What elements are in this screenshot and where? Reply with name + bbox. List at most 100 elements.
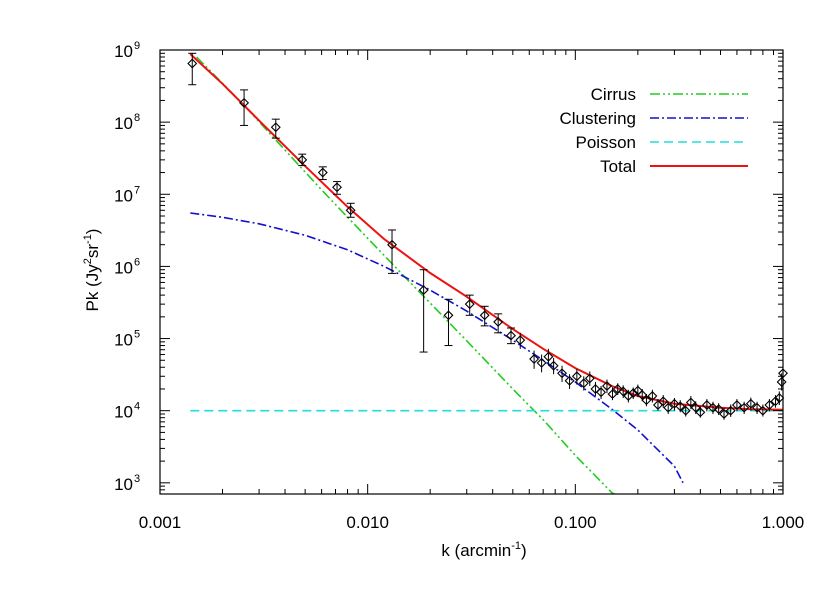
data-point [418, 269, 429, 353]
data-point [332, 181, 343, 195]
data-point [739, 401, 750, 414]
data-point [774, 391, 785, 405]
diamond-marker [479, 310, 490, 321]
data-point [601, 379, 612, 394]
data-point [479, 305, 490, 327]
plot-frame [159, 49, 784, 495]
data-point [690, 401, 701, 414]
data-point [680, 404, 691, 417]
data-point [239, 89, 250, 126]
diamond-marker [764, 399, 775, 410]
data-point [443, 298, 454, 347]
data-point [515, 332, 526, 349]
data-point [675, 400, 686, 413]
diamond-marker [641, 395, 652, 406]
x-tick-labels: 0.001 0.010 0.100 1.000 [139, 513, 805, 532]
x-tick-label: 0.010 [346, 513, 389, 532]
diamond-marker [637, 390, 648, 400]
diamond-marker [584, 373, 595, 384]
data-point [607, 387, 618, 401]
diamond-marker [557, 368, 568, 379]
diamond-marker [297, 154, 308, 165]
data-point [719, 407, 730, 420]
diamond-marker [690, 402, 701, 413]
y-tick-exponent: 4 [134, 401, 140, 413]
y-tick-exponent: 8 [134, 112, 140, 124]
y-tick-exponent: 7 [134, 184, 140, 196]
y-tick-label: 10 [114, 403, 133, 422]
diamond-marker [695, 407, 706, 418]
diamond-marker [607, 389, 618, 400]
y-tick-exponent: 9 [134, 40, 140, 52]
diamond-marker [701, 399, 712, 410]
diamond-marker [506, 330, 516, 341]
data-point [713, 403, 724, 416]
y-tick-exponent: 6 [134, 256, 140, 268]
diamond-marker [669, 398, 680, 409]
data-point [647, 389, 658, 403]
diamond-marker [564, 375, 575, 386]
diamond-marker [731, 399, 742, 410]
diamond-marker [675, 401, 686, 412]
data-point [345, 202, 356, 218]
data-point [701, 399, 712, 412]
data-point [612, 383, 623, 395]
data-point [548, 357, 559, 375]
diamond-marker [332, 182, 343, 193]
data-point [270, 118, 281, 139]
diamond-marker [443, 310, 454, 321]
diamond-marker [317, 167, 328, 178]
data-point [578, 376, 589, 391]
diamond-marker [515, 335, 526, 346]
diamond-marker [713, 404, 724, 415]
data-point [387, 229, 397, 274]
data-point [658, 394, 669, 408]
diamond-marker [578, 378, 589, 389]
data-point [669, 397, 680, 411]
diamond-marker [776, 377, 787, 387]
data-point [685, 395, 696, 410]
data-point [584, 371, 595, 386]
data-point [297, 153, 308, 167]
y-tick-label: 10 [114, 258, 133, 277]
data-point [596, 385, 607, 400]
y-tick-label: 10 [114, 331, 133, 350]
data-point [695, 406, 706, 418]
diamond-marker [680, 405, 691, 416]
diamond-marker [270, 122, 281, 133]
data-point [618, 385, 629, 398]
diamond-marker [543, 351, 554, 362]
diamond-marker [618, 386, 629, 397]
diamond-marker [548, 360, 559, 371]
data-point [506, 327, 516, 345]
data-point [628, 387, 639, 400]
diamond-marker [536, 357, 547, 368]
data-point [707, 401, 718, 414]
data-point [557, 365, 568, 382]
x-axis-label: k (arcmin-1) [441, 540, 526, 560]
legend-label-cirrus: Cirrus [591, 85, 636, 104]
diamond-marker [493, 316, 504, 327]
x-tick-label: 1.000 [762, 513, 805, 532]
data-point [641, 394, 652, 407]
data-point [637, 388, 648, 402]
diamond-marker [387, 239, 397, 250]
data-point [745, 397, 756, 411]
y-tick-exponent: 5 [134, 329, 140, 341]
data-point [757, 404, 768, 417]
diamond-marker [685, 397, 696, 408]
diamond-marker [647, 390, 658, 401]
diamond-marker [239, 97, 250, 108]
y-tick-label: 10 [114, 42, 133, 61]
diamond-marker [739, 402, 750, 413]
data-point [571, 368, 582, 385]
x-tick-label: 0.001 [139, 513, 182, 532]
diamond-marker [752, 402, 763, 413]
diamond-marker [601, 381, 612, 391]
legend-label-total: Total [600, 157, 636, 176]
diamond-marker [571, 371, 582, 382]
y-tick-label: 10 [114, 114, 133, 133]
series-line-clustering [190, 212, 684, 484]
legend-label-poisson: Poisson [576, 133, 636, 152]
data-point [536, 354, 547, 373]
